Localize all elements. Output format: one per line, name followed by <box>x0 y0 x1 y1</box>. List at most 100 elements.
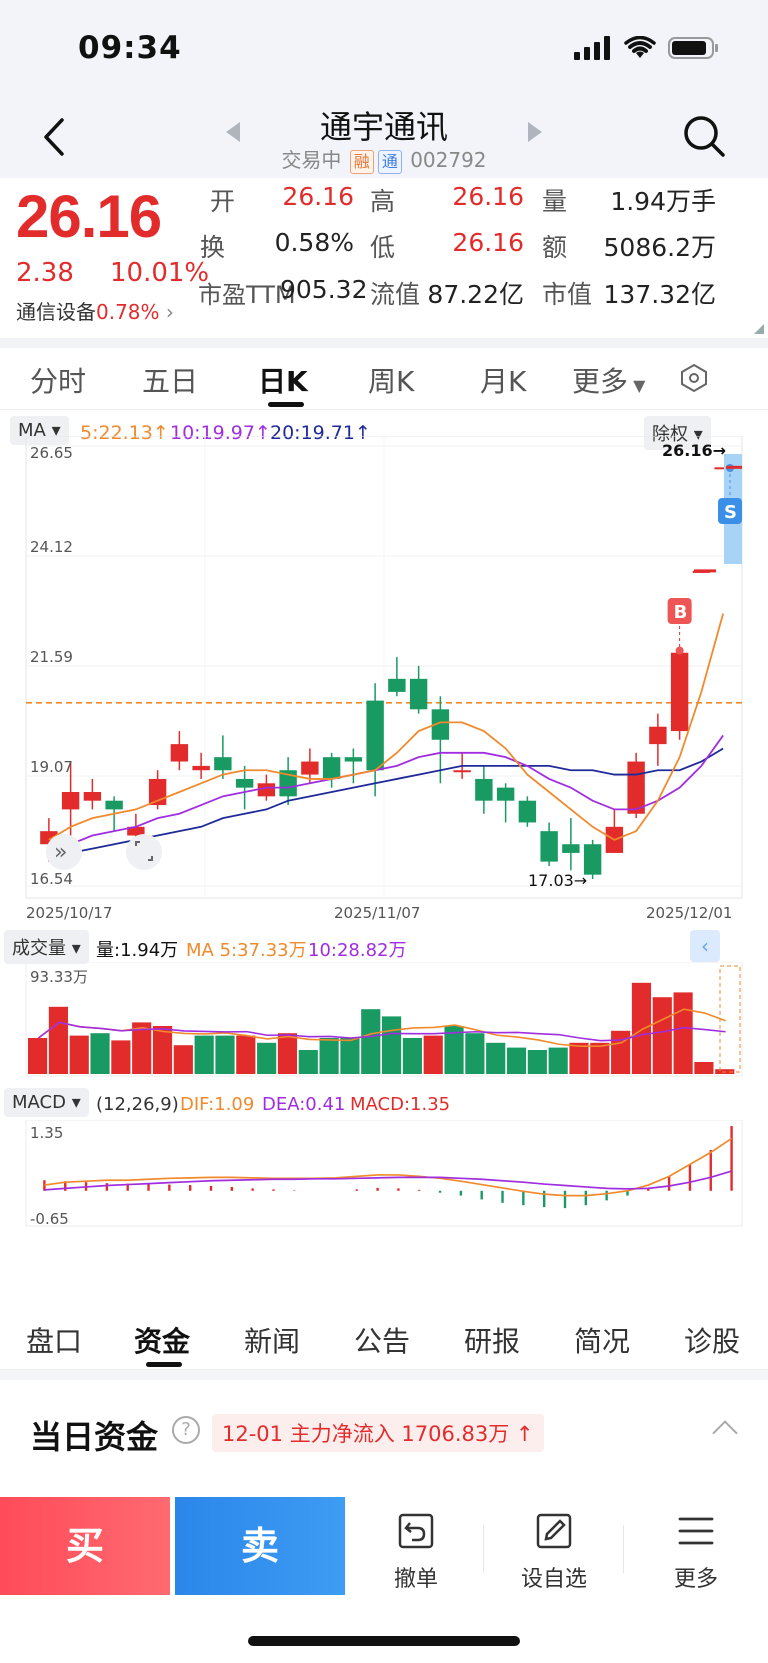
candle <box>605 809 624 853</box>
stock-code: 002792 <box>410 148 487 172</box>
candle-body <box>105 800 123 810</box>
tab-intraday[interactable]: 分时 <box>30 365 87 398</box>
candle <box>670 652 689 740</box>
stat-open-label: 开 <box>210 187 236 216</box>
candle <box>583 839 602 880</box>
volume-bar <box>694 1061 714 1074</box>
volume-bar <box>423 1035 443 1074</box>
next-stock-icon[interactable] <box>528 122 542 142</box>
volume-bar <box>465 1033 485 1074</box>
y-axis-label: 24.12 <box>30 538 73 556</box>
volume-bar <box>69 1035 89 1074</box>
candle-body <box>670 652 689 732</box>
divider <box>623 1525 624 1573</box>
chart-settings-icon[interactable] <box>678 362 710 394</box>
buy-marker-dot <box>675 646 684 655</box>
price-change-pct: 10.01% <box>110 258 210 288</box>
candle-body <box>344 757 363 762</box>
candle-body <box>170 744 189 762</box>
candle <box>366 683 384 797</box>
volume-selector[interactable]: 成交量 ▾ <box>4 930 89 964</box>
x-axis-label: 2025/11/07 <box>334 904 420 922</box>
macd-bottom-label: -0.65 <box>30 1210 69 1228</box>
sell-button[interactable]: 卖 <box>175 1497 345 1595</box>
price-chart[interactable]: 26.65 24.12 21.59 19.07 16.54 2025/10/17 2025/… <box>4 436 764 926</box>
trading-status: 交易中 <box>281 148 342 172</box>
volume-bar <box>611 1030 631 1074</box>
tab-more[interactable]: 更多 ▼ <box>572 365 646 398</box>
sector-link[interactable]: 通信设备0.78% › <box>16 296 174 325</box>
chevrons-icon: » <box>54 840 67 865</box>
volume-bar <box>152 1025 173 1074</box>
tab-order-book[interactable]: 盘口 <box>26 1325 83 1358</box>
candle-body <box>322 757 341 779</box>
search-icon[interactable] <box>680 112 728 160</box>
menu-icon <box>678 1517 714 1545</box>
candle-body <box>409 678 428 710</box>
tab-announcements[interactable]: 公告 <box>354 1325 411 1358</box>
volume-bar <box>673 992 693 1074</box>
volume-bar <box>298 1049 318 1074</box>
buy-button[interactable]: 买 <box>0 1497 170 1595</box>
adjust-selector[interactable]: 除权 ▾ <box>644 416 711 450</box>
add-watchlist-button[interactable]: 设自选 <box>494 1511 614 1593</box>
stat-market-cap: 137.32亿 <box>603 280 716 309</box>
caret-down-icon: ▼ <box>628 376 646 395</box>
candle-body <box>562 844 580 853</box>
macd-header: MACD ▾ (12,26,9) DIF:1.09 DEA:0.41 MACD:… <box>0 1086 768 1120</box>
tab-profile[interactable]: 简况 <box>574 1325 631 1358</box>
candle-body <box>714 467 732 470</box>
buy-marker <box>667 598 692 624</box>
price-change: 2.38 <box>16 258 74 288</box>
divider <box>0 338 768 348</box>
candle <box>170 731 189 771</box>
volume-bar <box>319 1037 339 1074</box>
tab-five-day[interactable]: 五日 <box>142 365 199 398</box>
macd-frame <box>25 1120 743 1227</box>
stat-amount: 5086.2万 <box>603 233 716 262</box>
help-icon[interactable]: ? <box>172 1416 200 1444</box>
collapse-panel-icon[interactable]: ‹ <box>690 930 720 962</box>
tab-daily-k[interactable]: 日K <box>258 365 308 398</box>
back-icon[interactable] <box>36 114 72 160</box>
expand-left-button <box>46 834 82 870</box>
candle <box>409 665 428 714</box>
tab-news[interactable]: 新闻 <box>244 1325 301 1358</box>
more-button[interactable]: 更多 <box>636 1511 756 1593</box>
fullscreen-icon <box>135 841 153 861</box>
ma20-value: 20:19.71↑ <box>270 422 371 444</box>
candle-body <box>540 831 558 862</box>
tab-diagnosis[interactable]: 诊股 <box>684 1325 741 1358</box>
volume-bar <box>402 1037 422 1074</box>
signal-icon <box>574 36 610 60</box>
stat-open: 26.16 <box>282 182 354 211</box>
volume-value: 量:1.94万 <box>96 940 179 961</box>
buy-marker-label: B <box>674 602 688 623</box>
candle <box>388 657 406 697</box>
candle <box>322 752 341 788</box>
tab-weekly-k[interactable]: 周K <box>368 365 415 398</box>
chevron-up-icon[interactable] <box>712 1420 738 1446</box>
candle <box>83 778 102 810</box>
expand-corner-icon[interactable] <box>754 324 764 334</box>
sell-marker <box>718 498 742 524</box>
cancel-order-button[interactable]: 撤单 <box>356 1511 476 1593</box>
volume-chart[interactable]: 93.33万 <box>4 962 764 1082</box>
volume-bar <box>527 1049 547 1074</box>
main-net-inflow: 12-01 主力净流入 1706.83万 ↑ <box>212 1414 544 1452</box>
tab-monthly-k[interactable]: 月K <box>480 365 527 398</box>
tab-capital[interactable]: 资金 <box>134 1325 191 1358</box>
volume-header: 成交量 ▾ 量:1.94万 MA 5:37.33万 10:28.82万 ‹ <box>0 928 768 964</box>
tab-research[interactable]: 研报 <box>464 1325 521 1358</box>
battery-icon <box>668 37 718 59</box>
macd-selector[interactable]: MACD ▾ <box>4 1088 89 1117</box>
edit-icon <box>536 1513 572 1549</box>
ma5-line <box>48 613 724 841</box>
connect-badge: 通 <box>377 150 402 174</box>
low-price-label: 17.03→ <box>528 871 587 890</box>
volume-ma5: MA 5:37.33万 <box>186 940 307 961</box>
prev-stock-icon[interactable] <box>226 122 240 142</box>
last-price: 26.16 <box>16 183 162 250</box>
macd-dif: DIF:1.09 <box>180 1094 255 1115</box>
macd-chart[interactable]: 1.35 -0.65 <box>4 1120 764 1300</box>
